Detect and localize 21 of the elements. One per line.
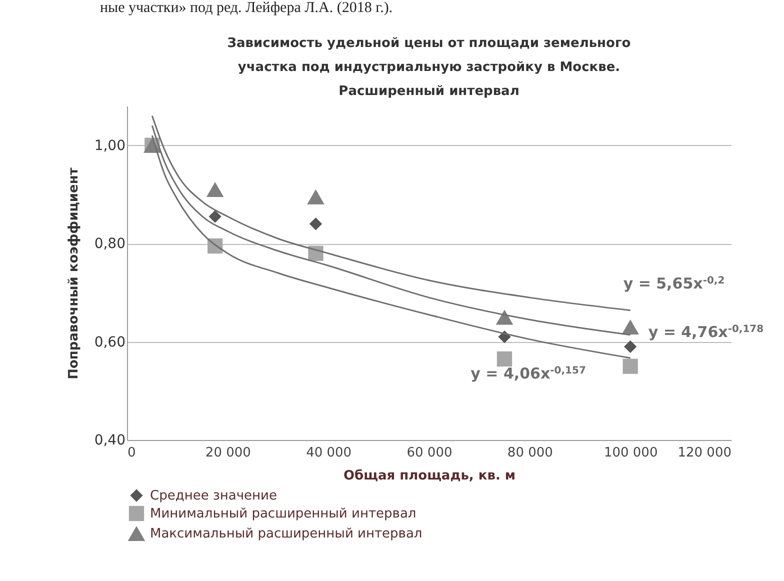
x-tick-label: 60 000	[406, 446, 452, 460]
x-tick-label: 20 000	[205, 446, 251, 460]
series-label: y = 5,65x$^{-0,2}$	[623, 274, 725, 292]
x-tick-label: 40 000	[306, 446, 352, 460]
legend-label: Среднее значение	[150, 488, 277, 504]
chart-title: Зависимость удельной цены от площади земельного участка под индустриальную застройку в Москве. Расширенный интервал	[227, 36, 631, 99]
x-tick-label: 0	[128, 446, 136, 460]
series-label: y = 4,06x$^{-0,157}$	[470, 364, 586, 382]
y-axis-title: Поправочный коэффициент	[66, 167, 82, 380]
legend-label: Максимальный расширенный интервал	[150, 526, 422, 542]
x-tick-label: 120 000	[678, 446, 732, 460]
x-tick-label: 100 000	[604, 446, 658, 460]
x-tick-label: 80 000	[507, 446, 553, 460]
y-tick-label: 0,40	[94, 432, 126, 448]
y-tick-label: 0,80	[94, 236, 126, 252]
series-label: y = 4,76x$^{-0,178}$	[648, 322, 764, 341]
y-tick-label: 0,60	[94, 334, 126, 350]
text: ные участки» под ред. Лейфера Л.А. (2018 г.).	[100, 0, 393, 17]
y-tick-label: 1,00	[94, 138, 126, 154]
x-axis-title: Общая площадь, кв. м	[343, 468, 516, 484]
legend-label: Минимальный расширенный интервал	[150, 506, 416, 522]
